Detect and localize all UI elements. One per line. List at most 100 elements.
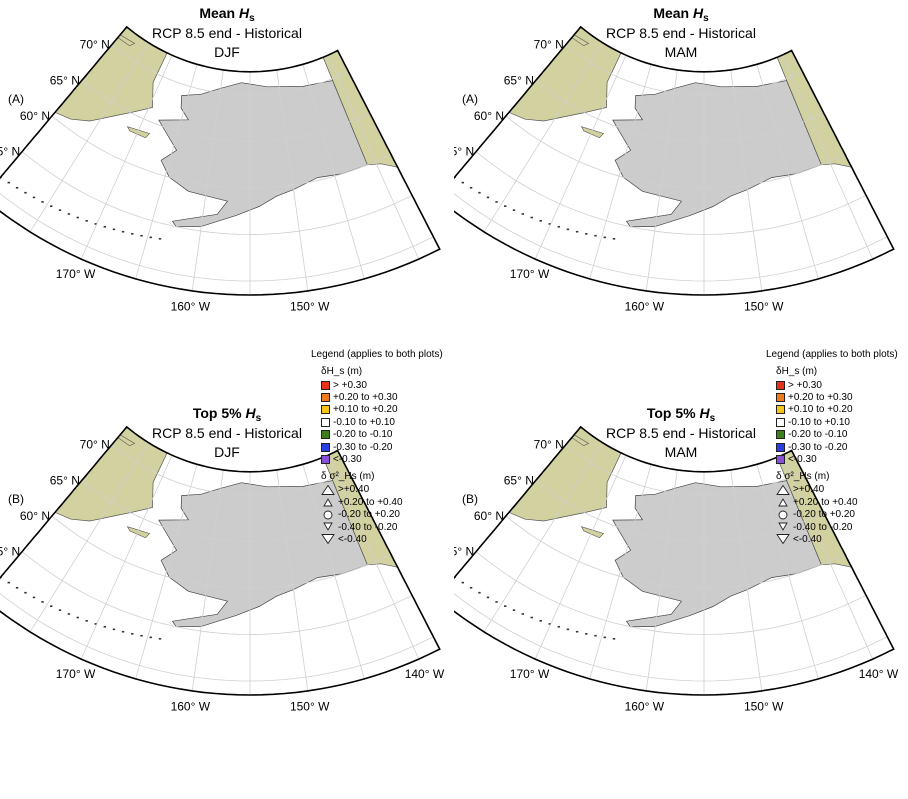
aleutian-island	[603, 236, 606, 239]
aleutian-island	[486, 596, 490, 599]
aleutian-island	[478, 191, 481, 194]
graticule-lon	[80, 455, 173, 660]
lat-label: 70° N	[534, 38, 564, 52]
legend-swatch	[776, 430, 785, 440]
panel-label: (B)	[462, 492, 478, 506]
circle-icon	[323, 510, 333, 520]
aleutian-island	[504, 605, 507, 607]
legend-item-label: -0.10 to +0.10	[333, 416, 395, 428]
legend-shape-item: >+0.40	[776, 484, 898, 496]
aleutian-island	[594, 634, 597, 637]
aleutian-island	[512, 609, 516, 611]
legend-shape-heading: δ σ²_Hs (m)	[776, 470, 830, 482]
aleutian-island	[566, 628, 570, 631]
triangle-down-large-icon	[321, 534, 335, 545]
aleutian-island	[594, 234, 597, 237]
panel-season: DJF	[214, 44, 240, 60]
legend-shape-item: -0.20 to +0.20	[776, 509, 898, 521]
graticule-lon	[191, 69, 224, 291]
aleutian-island	[121, 630, 125, 633]
legend-item-label: -0.30 to -0.20	[333, 441, 393, 453]
graticule-lon	[756, 64, 819, 279]
lat-label: 55° N	[0, 545, 20, 559]
legend-item-label: -0.20 to +0.20	[793, 509, 855, 521]
lon-label: 170° W	[510, 267, 550, 281]
legend-item-label: >+0.40	[793, 484, 825, 496]
aleutian-island	[495, 201, 498, 203]
aleutian-island	[140, 634, 143, 637]
graticule-lon	[730, 69, 763, 291]
aleutian-island	[131, 233, 134, 235]
aleutian-island	[566, 228, 570, 231]
legend-shape-item: -0.40 to -0.20	[776, 521, 898, 533]
aleutian-island	[85, 620, 88, 622]
aleutian-island	[495, 601, 498, 603]
aleutian-island	[612, 237, 616, 240]
legend-color-item: +0.20 to +0.30	[776, 391, 898, 403]
legend-swatch	[321, 380, 330, 390]
aleutian-island	[50, 205, 53, 207]
panel-subtitle: RCP 8.5 end - Historical	[606, 425, 756, 441]
panel-season: MAM	[664, 444, 698, 460]
graticule-lon	[483, 442, 603, 633]
graticule-lon	[276, 69, 309, 291]
lat-label: 65° N	[504, 73, 534, 87]
panel-season: MAM	[664, 44, 698, 60]
graticule-lon	[589, 464, 652, 679]
graticule-lon	[756, 464, 819, 679]
aleutian-island	[7, 181, 10, 184]
aleutian-island	[548, 623, 551, 625]
legend-color-item: -0.20 to -0.10	[776, 429, 898, 441]
legend-shape-heading: δ σ²_Hs (m)	[321, 470, 375, 482]
aleutian-island	[149, 236, 152, 239]
graticule-lon	[327, 55, 420, 260]
graticule-lon	[483, 42, 603, 233]
legend-item-label: +0.10 to +0.20	[788, 404, 853, 416]
aleutian-island	[469, 586, 473, 589]
legend-item-label: <-0.40	[338, 534, 367, 545]
lon-label: 160° W	[625, 700, 665, 714]
legend-item-label: +0.10 to +0.20	[333, 404, 398, 416]
russia-land	[508, 426, 622, 522]
aleutian-island	[15, 186, 19, 189]
legend-item-label: -0.30 to -0.20	[788, 441, 848, 453]
graticule-lon	[80, 55, 173, 260]
aleutian-island	[67, 213, 71, 215]
legend-item-label: <-0.40	[793, 534, 822, 545]
legend-swatch	[776, 405, 785, 415]
graticule-lon	[191, 469, 224, 691]
aleutian-island	[585, 633, 588, 635]
legend-swatch	[321, 455, 330, 465]
island	[580, 126, 605, 139]
legend-item-label: +0.20 to +0.40	[793, 496, 858, 508]
graticule-lon	[645, 469, 678, 691]
graticule-lon	[781, 455, 874, 660]
map-frame	[454, 425, 895, 696]
lon-label: 160° W	[171, 300, 211, 314]
panel-subtitle: RCP 8.5 end - Historical	[606, 25, 756, 41]
legend-item-label: > +0.30	[333, 379, 367, 391]
legend-item-label: -0.40 to -0.20	[793, 521, 853, 533]
lat-label: 70° N	[80, 438, 110, 452]
aleutian-island	[41, 201, 44, 203]
lon-label: 150° W	[744, 300, 784, 314]
russia-land	[54, 426, 168, 522]
map-frame	[0, 25, 441, 296]
island	[580, 526, 605, 539]
legend-color-item: > +0.30	[321, 379, 443, 391]
panel-mean-djf: Mean Hs RCP 8.5 end - Historical DJF (A)	[0, 0, 454, 399]
legend-item-label: -0.20 to -0.10	[788, 429, 848, 441]
aleutian-island	[539, 620, 542, 622]
legend-item-label: +0.20 to +0.40	[338, 496, 403, 508]
aleutian-island	[158, 637, 162, 640]
panel-title: Mean Hs	[653, 5, 709, 24]
triangle-up-large-icon	[321, 484, 335, 495]
map-mean-djf: 70° N65° N60° N55° N50° N180° W170° W160…	[0, 25, 441, 314]
legend-item-label: >+0.40	[338, 484, 370, 496]
legend-swatch	[321, 442, 330, 452]
aleutian-island	[76, 616, 79, 619]
legend-swatch	[321, 405, 330, 415]
island	[126, 526, 151, 539]
aleutian-island	[7, 581, 10, 584]
island	[126, 126, 151, 139]
